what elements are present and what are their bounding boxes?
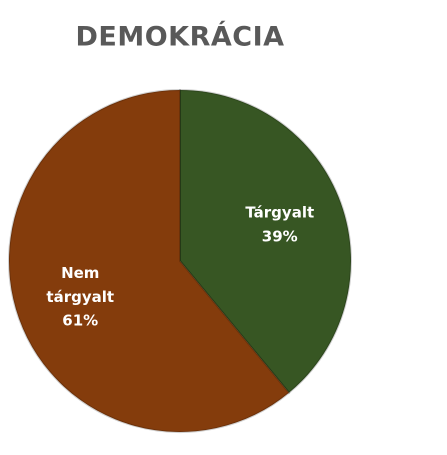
slice-category-label: Nem tárgyalt [46,263,114,305]
slice-value-label: 39% [262,228,298,246]
chart-title: DEMOKRÁCIA [75,21,284,53]
slice-category-label: Tárgyalt [245,204,314,222]
slice-value-label: 61% [62,311,98,329]
pie-slice [8,88,291,433]
pie-slice [179,88,353,395]
